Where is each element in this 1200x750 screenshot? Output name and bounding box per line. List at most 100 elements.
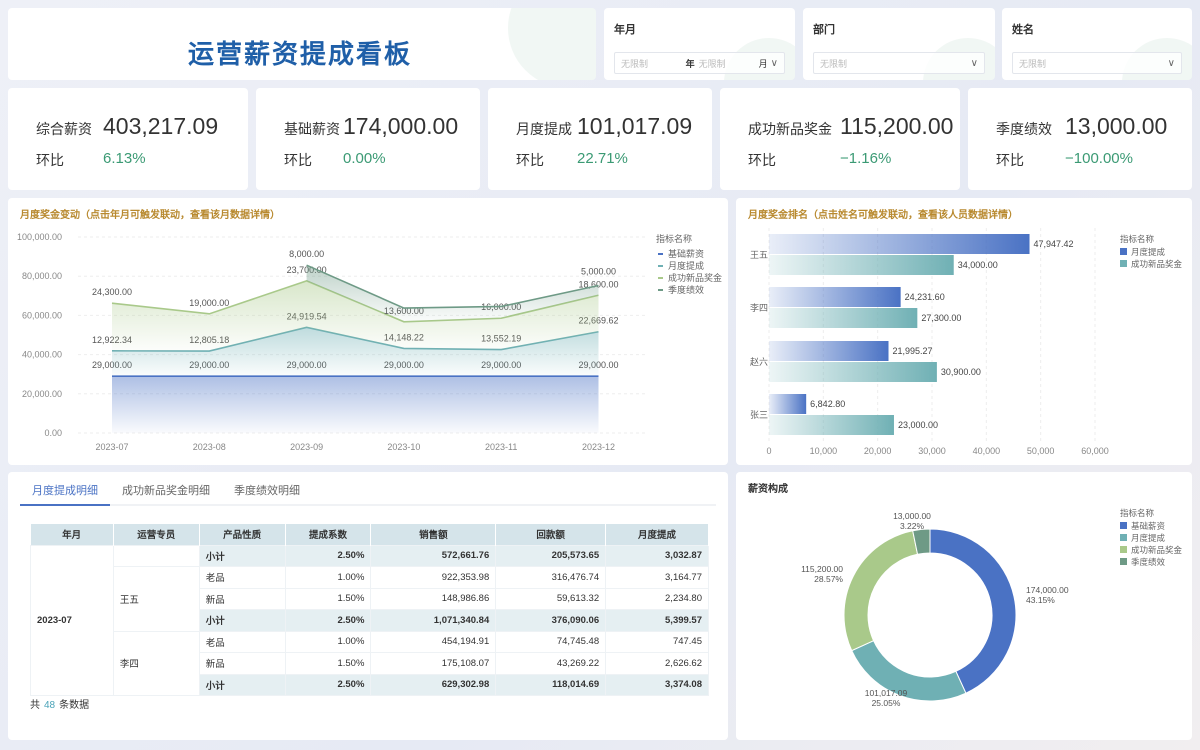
donut-slice[interactable]: [912, 528, 931, 555]
kpi-mom-value: −1.16%: [840, 150, 892, 167]
legend-item[interactable]: 基础薪资: [1131, 521, 1166, 531]
chevron-down-icon[interactable]: ∨: [1167, 57, 1175, 69]
cell-payback: 59,613.32: [495, 587, 607, 610]
slice-percent-label: 43.15%: [1026, 595, 1055, 605]
legend-item[interactable]: 季度绩效: [1131, 557, 1166, 567]
cell-rate: 2.50%: [284, 544, 372, 567]
slice-percent-label: 3.22%: [900, 521, 925, 531]
cell-sales: 148,986.86: [370, 587, 497, 610]
kpi-value: 174,000.00: [343, 113, 459, 139]
donut-slice[interactable]: [843, 530, 919, 652]
bar[interactable]: [769, 415, 894, 435]
bar[interactable]: [769, 341, 889, 361]
x-tick-label[interactable]: 2023-11: [485, 442, 517, 452]
filter-label: 姓名: [1012, 24, 1034, 36]
kpi-value: 115,200.00: [840, 113, 954, 139]
cell-sales: 922,353.98: [370, 566, 497, 589]
kpi-value: 101,017.09: [577, 113, 693, 139]
column-header[interactable]: 回款额: [495, 524, 607, 545]
detail-tabs: 月度提成明细 成功新品奖金明细 季度绩效明细: [20, 482, 716, 506]
bar[interactable]: [769, 308, 918, 328]
cell-payback: 205,573.65: [495, 544, 607, 567]
tab-quarterly-performance[interactable]: 季度绩效明细: [234, 485, 300, 497]
x-tick-label[interactable]: 2023-10: [387, 442, 420, 452]
column-header[interactable]: 销售额: [370, 524, 497, 545]
x-tick-label[interactable]: 2023-07: [95, 442, 128, 452]
tab-monthly-commission[interactable]: 月度提成明细: [20, 482, 110, 506]
legend-item[interactable]: 月度提成: [1131, 247, 1166, 257]
y-category-label[interactable]: 张三: [750, 410, 768, 420]
kpi-mom-value: 22.71%: [577, 150, 628, 167]
y-tick-label: 100,000.00: [17, 232, 62, 242]
table-row[interactable]: 小计 2.50% 1,071,340.84 376,090.06 5,399.5…: [31, 609, 709, 632]
bar[interactable]: [769, 234, 1030, 254]
series-line[interactable]: [306, 264, 599, 309]
y-category-label[interactable]: 赵六: [750, 356, 768, 367]
cell-commission: 3,032.87: [605, 544, 709, 567]
x-tick-label[interactable]: 2023-08: [193, 442, 226, 452]
stacked-area-chart[interactable]: 0.00 20,000.00 40,000.00 60,000.00 80,000.00…: [8, 198, 728, 465]
year-placeholder[interactable]: 无限制: [621, 58, 649, 69]
x-tick-label: 60,000: [1081, 446, 1109, 456]
table-row[interactable]: 王五 老品 1.00% 922,353.98 316,476.74 3,164.7…: [31, 566, 709, 632]
year-unit: 年: [685, 58, 695, 69]
cell-type: 新品: [198, 652, 286, 675]
bar[interactable]: [769, 394, 807, 414]
bar[interactable]: [769, 362, 937, 382]
table-row[interactable]: 小计 2.50% 629,302.98 118,014.69 3,374.08: [31, 673, 709, 696]
column-header[interactable]: 提成系数: [285, 524, 372, 545]
slice-percent-label: 28.57%: [814, 574, 843, 584]
y-category-label[interactable]: 王五: [750, 250, 768, 260]
donut-slice[interactable]: [929, 528, 1017, 694]
kpi-name: 基础薪资: [284, 121, 340, 137]
kpi-mom-label: 环比: [36, 152, 64, 168]
tab-new-product-bonus[interactable]: 成功新品奖金明细: [122, 485, 210, 497]
cell-type: 小计: [198, 673, 286, 696]
table-row[interactable]: 2023-07 小计 2.50% 572,661.76 205,573.65 3,…: [30, 544, 709, 696]
legend-item[interactable]: 基础薪资: [668, 248, 704, 259]
x-tick-label[interactable]: 2023-09: [290, 442, 323, 452]
column-header[interactable]: 运营专员: [113, 524, 200, 545]
kpi-mom-label: 环比: [996, 152, 1024, 168]
name-select[interactable]: 无限制 ∨: [1012, 52, 1182, 74]
x-tick-label[interactable]: 2023-12: [582, 442, 615, 452]
legend-marker: [1120, 534, 1127, 541]
legend-item[interactable]: 月度提成: [668, 260, 704, 271]
y-tick-label: 80,000.00: [22, 271, 62, 281]
year-month-picker[interactable]: 无限制 年 无限制 月 ∨: [614, 52, 785, 74]
y-category-label[interactable]: 李四: [750, 302, 768, 313]
bonus-ranking-chart-panel: 月度奖金排名（点击姓名可触发联动，查看该人员数据详情） 0 10,000 20,00…: [736, 198, 1192, 465]
table-row[interactable]: 李四 老品 1.00% 454,194.91 74,745.48 747.45: [31, 630, 709, 696]
column-header[interactable]: 产品性质: [199, 524, 286, 545]
legend-title: 指标名称: [656, 233, 692, 244]
legend-item[interactable]: 月度提成: [1131, 533, 1166, 543]
horizontal-bar-chart[interactable]: 0 10,000 20,000 30,000 40,000 50,000 60,000 王五 4…: [736, 198, 1192, 465]
cell-person: 王五: [112, 566, 200, 632]
column-header[interactable]: 月度提成: [605, 524, 709, 545]
legend-marker: [1120, 558, 1127, 565]
data-label: 5,000.00: [581, 266, 616, 276]
table-row[interactable]: 新品 1.50% 148,986.86 59,613.32 2,234.80: [31, 587, 709, 610]
table-row[interactable]: 新品 1.50% 175,108.07 43,269.22 2,626.62: [31, 652, 709, 675]
bar[interactable]: [769, 255, 954, 275]
department-select[interactable]: 无限制 ∨: [813, 52, 985, 74]
count-value: 48: [44, 700, 56, 711]
legend-item[interactable]: 成功新品奖金: [1131, 545, 1183, 555]
legend-item[interactable]: 季度绩效: [668, 284, 704, 295]
cell-type: 小计: [198, 609, 286, 632]
month-unit: 月: [758, 58, 768, 69]
page-title: 运营薪资提成看板: [188, 39, 413, 69]
cell-payback: 376,090.06: [495, 609, 607, 632]
kpi-name: 成功新品奖金: [748, 121, 832, 137]
chevron-down-icon[interactable]: ∨: [770, 57, 778, 69]
series-area: [112, 327, 599, 377]
chevron-down-icon[interactable]: ∨: [970, 57, 978, 69]
bar[interactable]: [769, 287, 901, 307]
legend-item[interactable]: 成功新品奖金: [668, 272, 722, 283]
y-tick-label: 60,000.00: [22, 310, 62, 320]
legend-item[interactable]: 成功新品奖金: [1131, 259, 1183, 269]
month-placeholder[interactable]: 无限制: [698, 58, 726, 69]
kpi-value: 403,217.09: [103, 113, 219, 139]
column-header[interactable]: 年月: [30, 524, 114, 545]
